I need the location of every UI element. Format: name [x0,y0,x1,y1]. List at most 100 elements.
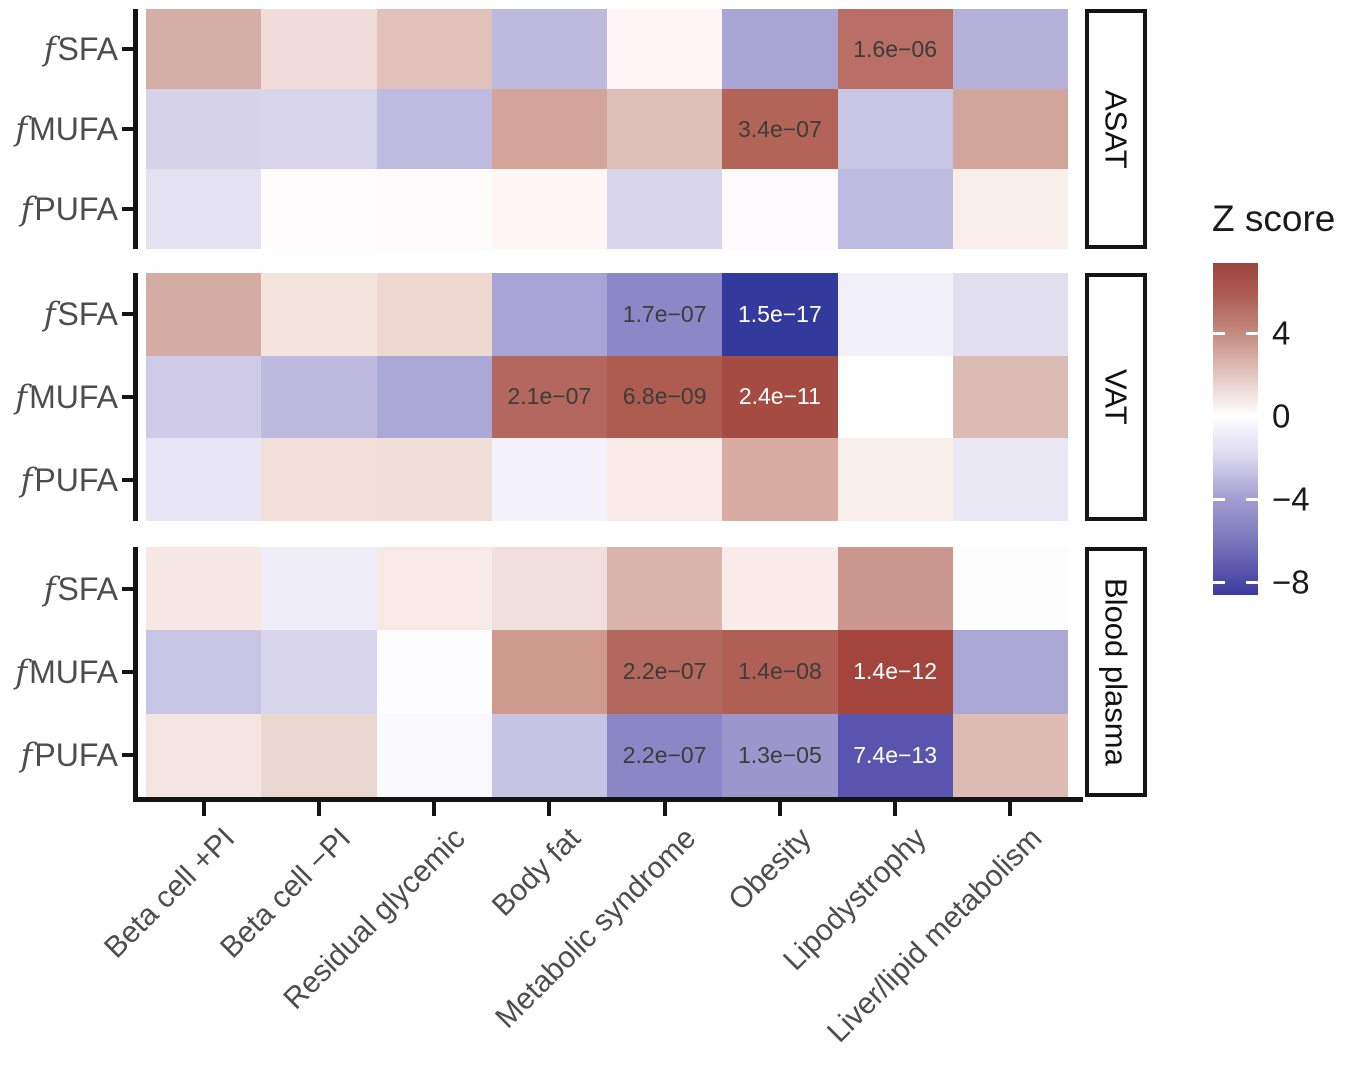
heatmap-cell: 1.3e−05 [722,713,838,797]
facet-strip-vat: VAT [1085,273,1147,521]
row-label-fmufa: fMUFA [0,656,118,688]
facet-strip-label: ASAT [1098,89,1134,169]
heatmap-cell [837,273,953,356]
heatmap-cell [952,630,1068,714]
heatmap-cell [376,547,492,631]
cell-pvalue-label: 1.3e−05 [737,741,822,768]
row-label-prefix: f [15,110,28,148]
heatmap-cell: 2.2e−07 [607,630,723,714]
heatmap-cell: 1.4e−12 [837,630,953,714]
legend-title: Z score [1212,198,1336,239]
y-tick [122,127,133,131]
x-tick [893,802,898,816]
heatmap-cell [491,169,607,249]
heatmap-cell [146,713,262,797]
cell-pvalue-label: 1.4e−08 [737,658,822,685]
heatmap-cell [952,438,1068,521]
heatmap-cell [952,547,1068,631]
heatmap-cell [837,438,953,521]
x-label-liver-lipid-metabolism: Liver/lipid metabolism [820,821,1049,1049]
y-tick [122,207,133,211]
row-label-fmufa: fMUFA [0,113,118,145]
x-tick [777,802,782,816]
cell-pvalue-label: 2.2e−07 [622,741,707,768]
heatmap-cell [376,9,492,89]
heatmap-cell [376,713,492,797]
legend-tick-notch [1246,414,1258,418]
heatmap-cell [376,630,492,714]
row-label-prefix: f [15,378,28,416]
heatmap-cell [607,89,723,169]
row-label-prefix: f [43,295,56,334]
row-label-text: PUFA [34,191,118,227]
heatmap-cell [261,89,377,169]
heatmap-cell: 3.4e−07 [722,89,838,169]
x-tick [662,802,667,816]
heatmap-cell [261,169,377,249]
heatmap-cell: 2.4e−11 [722,355,838,439]
row-label-prefix: f [15,653,28,691]
row-label-prefix: f [20,190,33,228]
y-tick [122,477,133,482]
heatmap-cell [376,169,492,249]
row-label-fsfa: fSFA [0,298,118,330]
heatmap-cell [491,273,607,356]
y-axis-line-blood-plasma [133,547,138,797]
heatmap-cell [837,169,953,249]
heatmap-cell: 2.2e−07 [607,713,723,797]
heatmap-cell [146,169,262,249]
row-label-fmufa: fMUFA [0,381,118,413]
heatmap-grid-blood-plasma: 2.2e−07 1.4e−08 1.4e−12 2.2e−07 1.3e−05 7.4e−… [146,547,1068,797]
x-tick [1008,802,1013,816]
heatmap-cell [491,713,607,797]
row-label-fsfa: fSFA [0,573,118,605]
heatmap-cell [146,9,262,89]
legend-tick-label: −8 [1272,563,1310,601]
heatmap-cell [491,547,607,631]
facet-strip-blood-plasma: Blood plasma [1085,547,1147,797]
heatmap-cell [952,169,1068,249]
heatmap-cell: 2.1e−07 [491,355,607,439]
y-axis-line-asat [133,9,138,249]
heatmap-cell [837,547,953,631]
facet-strip-label: Blood plasma [1098,578,1134,766]
heatmap-cell [607,169,723,249]
heatmap-grid-vat: 1.7e−07 1.5e−17 2.1e−07 6.8e−09 2.4e−11 [146,273,1068,521]
legend-tick-notch [1246,497,1258,501]
heatmap-cell: 1.7e−07 [607,273,723,356]
facet-strip-label: VAT [1098,369,1134,425]
heatmap-cell [146,273,262,356]
heatmap-cell [261,273,377,356]
row-label-fpufa: fPUFA [0,193,118,225]
heatmap-cell [146,89,262,169]
heatmap-cell [607,9,723,89]
heatmap-cell: 7.4e−13 [837,713,953,797]
x-label-metabolic-syndrome: Metabolic syndrome [489,821,703,1035]
heatmap-cell [722,169,838,249]
row-label-prefix: f [20,460,33,499]
heatmap-cell [722,547,838,631]
heatmap-cell [146,438,262,521]
heatmap-cell [491,630,607,714]
row-label-text: MUFA [29,111,118,147]
x-tick [201,802,206,816]
row-label-text: MUFA [29,654,118,690]
cell-pvalue-label: 6.8e−09 [622,383,707,410]
y-tick [122,312,133,317]
cell-pvalue-label: 1.4e−12 [853,658,938,685]
heatmap-cell: 1.5e−17 [722,273,838,356]
x-tick [316,802,321,816]
row-label-text: SFA [57,31,118,67]
cell-pvalue-label: 7.4e−13 [853,741,938,768]
row-label-prefix: f [43,30,56,68]
heatmap-cell [261,9,377,89]
row-label-fpufa: fPUFA [0,464,118,496]
row-label-text: SFA [57,296,118,333]
legend-tick-notch [1213,580,1225,584]
row-label-text: PUFA [34,461,118,498]
legend-colorbar [1213,263,1258,595]
heatmap-cell [261,547,377,631]
heatmap-cell [261,438,377,521]
x-label-body-fat: Body fat [486,821,588,923]
heatmap-cell [952,713,1068,797]
